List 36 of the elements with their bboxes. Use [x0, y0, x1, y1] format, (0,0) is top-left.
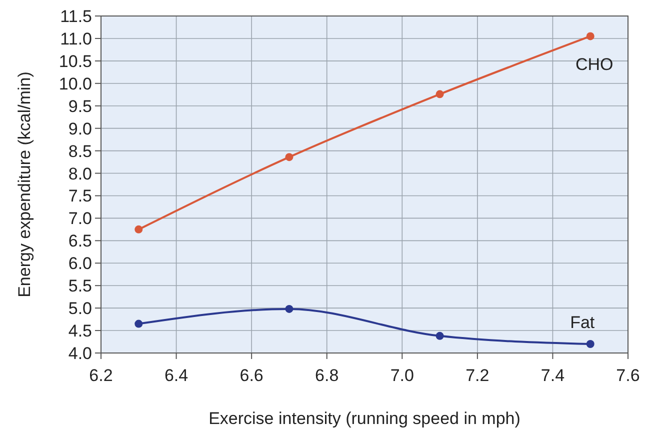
x-tick-label: 6.2: [89, 366, 113, 385]
series-label: Fat: [570, 313, 595, 332]
y-tick-label: 8.5: [68, 142, 92, 161]
x-tick-label: 6.8: [315, 366, 339, 385]
y-tick-label: 10.5: [58, 52, 92, 71]
y-tick-label: 4.0: [68, 344, 92, 363]
y-tick-label: 7.5: [68, 186, 92, 206]
y-tick-label: 6.0: [68, 254, 92, 274]
y-axis-title: Energy expenditure (kcal/min): [15, 72, 34, 298]
x-tick-label: 7.6: [616, 366, 640, 385]
y-tick-label: 5.0: [68, 299, 92, 318]
point: [436, 332, 444, 340]
y-tick-label: 11.5: [60, 7, 92, 26]
x-tick-label: 7.4: [540, 366, 565, 385]
x-tick-label: 7.2: [466, 366, 490, 385]
x-tick-label: 6.4: [164, 366, 188, 385]
point: [285, 304, 294, 313]
point: [586, 340, 594, 348]
point: [586, 32, 594, 40]
point: [134, 225, 143, 234]
point: [134, 320, 143, 328]
y-tick-label: 8.0: [68, 164, 92, 184]
point: [285, 153, 294, 162]
x-tick-label: 6.6: [240, 366, 264, 385]
x-axis-title: Exercise intensity (running speed in mph): [208, 409, 520, 428]
y-tick-label: 4.5: [68, 322, 92, 341]
y-tick-label: 11.0: [60, 29, 92, 48]
x-tick-label: 7.0: [390, 366, 414, 385]
series-label: CHO: [575, 55, 614, 74]
point: [436, 90, 444, 98]
y-tick-label: 9.0: [68, 119, 92, 138]
y-tick-label: 7.0: [68, 209, 92, 228]
y-tick-label: 5.5: [68, 276, 92, 296]
y-tick-label: 9.5: [68, 96, 92, 116]
y-tick-label: 10.0: [58, 74, 92, 94]
y-tick-label: 6.5: [68, 232, 92, 251]
